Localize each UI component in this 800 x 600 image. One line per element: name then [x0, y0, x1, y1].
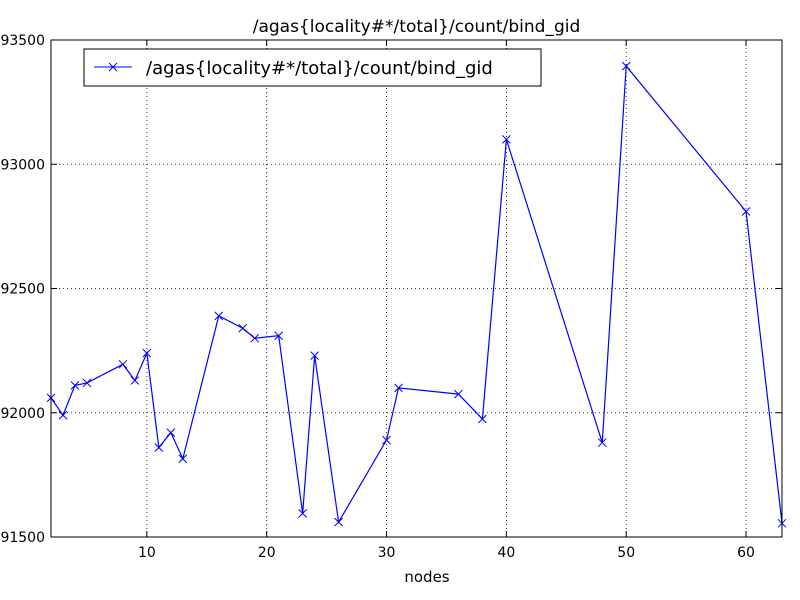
- x-tick-label: 30: [378, 545, 396, 561]
- legend: /agas{locality#*/total}/count/bind_gid: [83, 48, 542, 87]
- data-point-marker: [214, 311, 224, 321]
- data-point-marker: [178, 454, 188, 464]
- x-tick-label: 40: [497, 545, 515, 561]
- y-tick-label: 93500: [0, 33, 45, 49]
- x-axis-label: nodes: [404, 568, 449, 586]
- data-point-marker: [274, 331, 284, 341]
- data-point-marker: [298, 509, 308, 518]
- y-tick-label: 91500: [0, 530, 45, 546]
- data-point-marker: [58, 410, 68, 420]
- data-point-marker: [130, 376, 140, 385]
- data-point-marker: [154, 443, 164, 452]
- data-point-marker: [382, 435, 391, 445]
- x-tick-label: 60: [737, 545, 755, 561]
- legend-marker-icon: [108, 62, 118, 72]
- chart-title: /agas{locality#*/total}/count/bind_gid: [253, 17, 581, 37]
- data-point-marker: [597, 438, 607, 447]
- data-point-marker: [310, 351, 319, 360]
- x-tick-label: 20: [258, 545, 276, 561]
- y-tick-label: 92000: [0, 406, 45, 422]
- data-point-marker: [741, 207, 751, 216]
- data-point-marker: [394, 383, 403, 393]
- data-point-marker: [454, 389, 463, 399]
- series-layer: [46, 61, 787, 528]
- data-point-marker: [142, 348, 152, 358]
- data-point-marker: [70, 381, 80, 390]
- x-tick-label: 10: [138, 545, 156, 561]
- data-point-marker: [118, 359, 128, 369]
- y-tick-label: 92500: [0, 282, 45, 298]
- data-point-marker: [478, 414, 487, 424]
- legend-entry-label: /agas{locality#*/total}/count/bind_gid: [146, 58, 493, 79]
- data-point-marker: [166, 428, 176, 437]
- grid-lines: [51, 40, 782, 537]
- data-point-marker: [238, 323, 248, 333]
- data-point-marker: [334, 517, 343, 527]
- data-point-marker: [621, 61, 631, 71]
- plot-background: [51, 40, 782, 537]
- x-tick-label: 50: [617, 545, 635, 561]
- data-point-marker: [502, 135, 511, 144]
- tick-layer: 10 20 30 40 50 60 91500 92000 92500 93000 93500: [0, 33, 782, 561]
- data-point-marker: [250, 333, 260, 343]
- legend-box: [83, 48, 542, 87]
- y-tick-label: 93000: [0, 157, 45, 173]
- data-point-marker: [82, 378, 92, 388]
